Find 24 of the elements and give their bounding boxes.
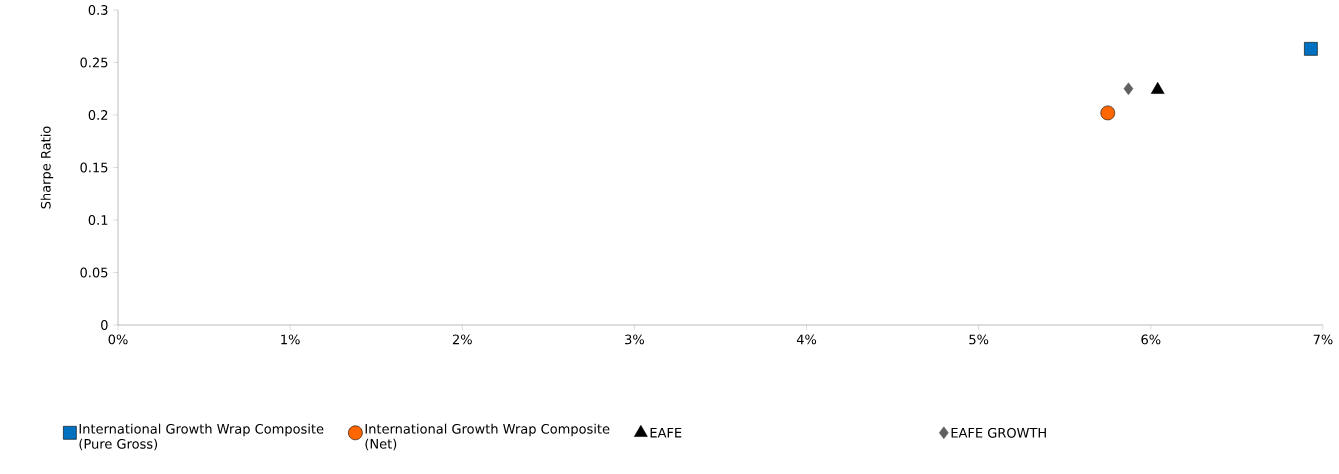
legend-label: EAFE	[650, 427, 682, 438]
y-tick-label: 0	[101, 320, 108, 330]
x-tick-label: 2%	[452, 334, 472, 345]
x-tick-label: 3%	[625, 334, 644, 345]
y-tick-label: 0.2	[88, 110, 108, 120]
legend-label: International Growth Wrap Composite (Net)	[365, 423, 610, 451]
y-tick-label: 0.1	[88, 215, 108, 225]
legend-label: EAFE GROWTH	[951, 427, 1046, 438]
y-tick-label: 0.15	[80, 162, 108, 173]
x-tick-label: 0%	[108, 334, 128, 345]
point	[1100, 105, 1116, 121]
point	[1123, 82, 1134, 96]
x-tick-label: 7%	[1313, 334, 1333, 345]
x-tick-label: 1%	[281, 334, 300, 345]
y-tick-label: 0.05	[80, 267, 108, 278]
y-tick-label: 0.25	[80, 57, 108, 68]
y-axis-title: Sharpe Ratio	[40, 126, 54, 209]
point	[1150, 82, 1165, 94]
point	[1304, 42, 1318, 56]
x-tick-label: 5%	[969, 334, 989, 345]
x-tick-label: 6%	[1141, 334, 1161, 345]
x-tick-label: 4%	[796, 334, 817, 345]
legend-label: International Growth Wrap Composite (Pure Gross)	[79, 423, 324, 451]
y-tick-label: 0.3	[88, 5, 108, 15]
